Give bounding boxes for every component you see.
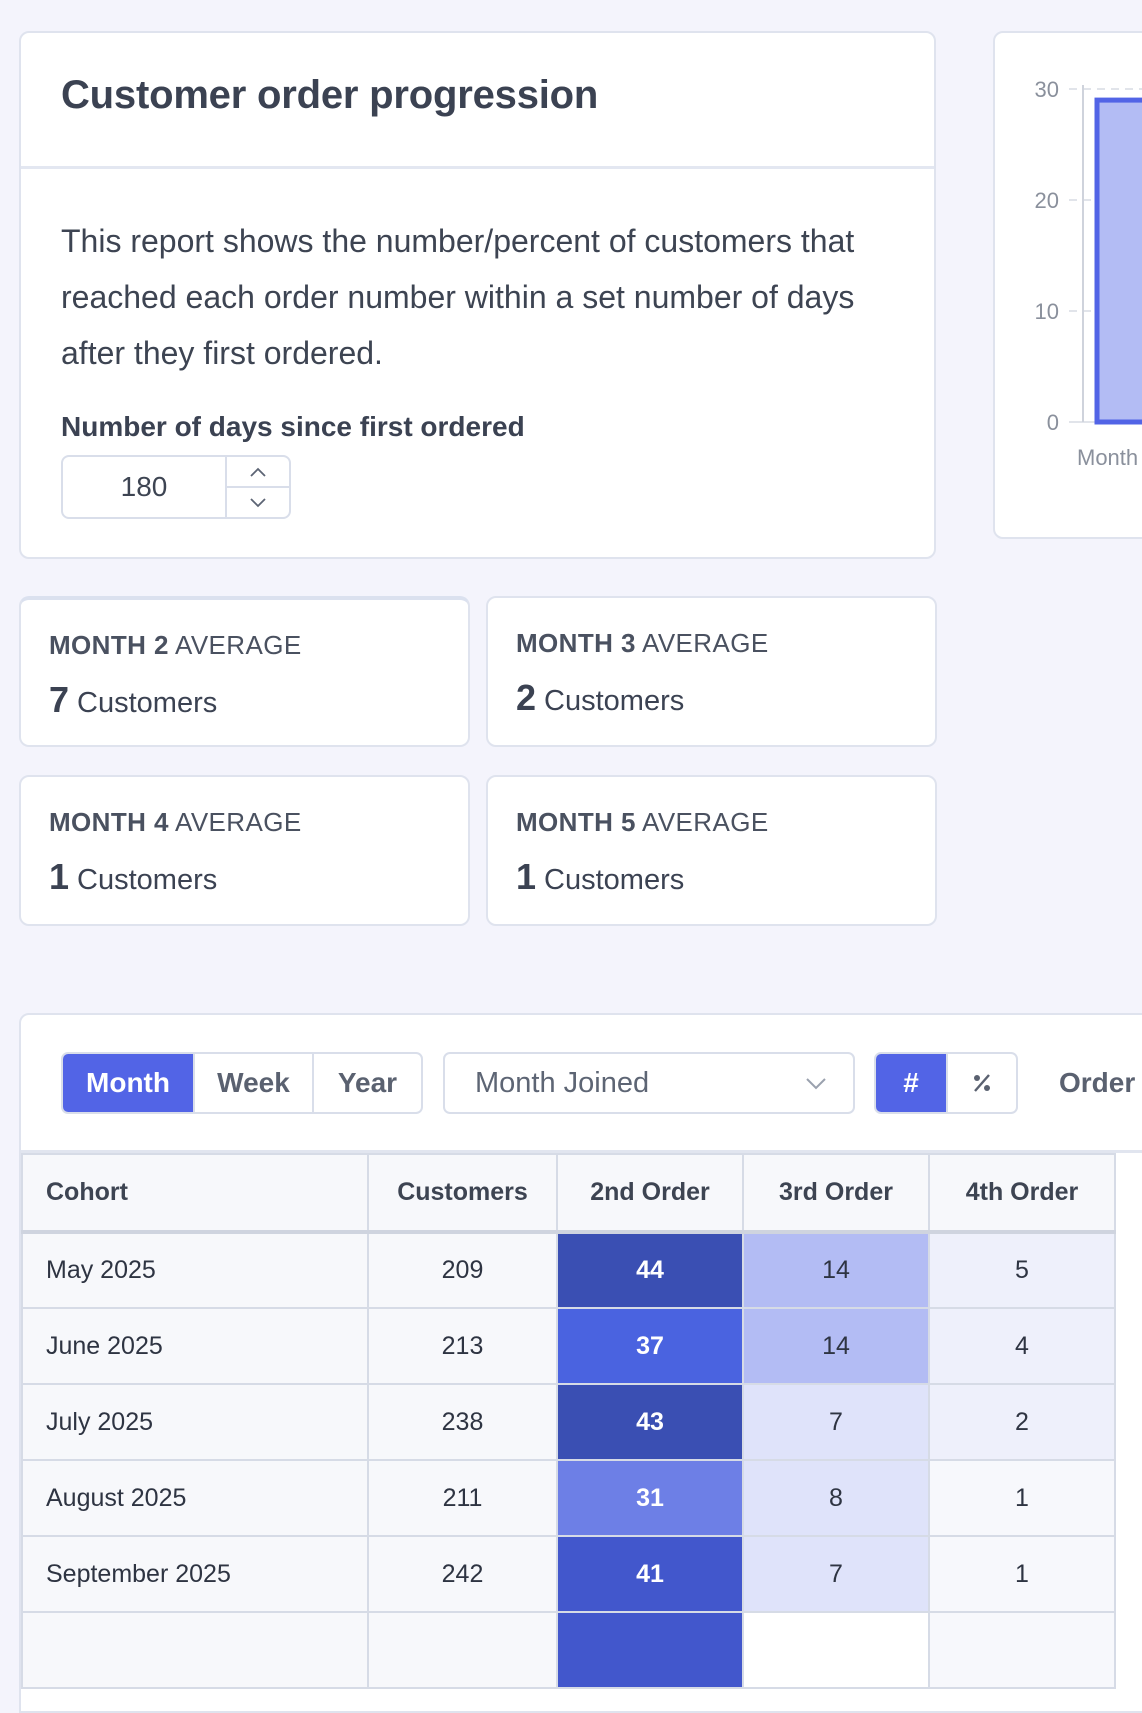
- table-row: May 2025 209 44 14 5: [21, 1231, 1116, 1309]
- column-header-2nd-order[interactable]: 2nd Order: [556, 1153, 744, 1234]
- cohort-cell: June 2025: [21, 1307, 369, 1385]
- stat-label: MONTH 5 AVERAGE: [516, 807, 769, 837]
- order-4-cell: 1: [928, 1535, 1116, 1613]
- percent-mode-button[interactable]: [945, 1054, 1016, 1112]
- percent-icon: [973, 1074, 990, 1092]
- period-year-button[interactable]: Year: [312, 1054, 421, 1112]
- bar: [1094, 97, 1142, 425]
- cohort-cell: July 2025: [21, 1383, 369, 1461]
- stat-card-month-4: MONTH 4 AVERAGE 1 Customers: [19, 775, 470, 926]
- x-tick-label: Month: [1077, 445, 1138, 470]
- y-tick-label: 10: [1035, 299, 1059, 324]
- page-title: Customer order progression: [61, 73, 599, 117]
- period-week-button[interactable]: Week: [193, 1054, 312, 1112]
- table-row: July 2025 238 43 7 2: [21, 1383, 1116, 1461]
- order-3-cell: [742, 1611, 930, 1689]
- intro-header: Customer order progression: [21, 33, 934, 169]
- stat-value: 1 Customers: [49, 856, 218, 897]
- order-2-cell: 37: [556, 1307, 744, 1385]
- order-4-cell: 5: [928, 1231, 1116, 1309]
- stat-card-month-3: MONTH 3 AVERAGE 2 Customers: [486, 596, 937, 747]
- stat-value: 1 Customers: [516, 856, 685, 897]
- order-3-cell: 7: [742, 1535, 930, 1613]
- cohort-cell: [21, 1611, 369, 1689]
- order-2-cell: 31: [556, 1459, 744, 1537]
- table-row: August 2025 211 31 8 1: [21, 1459, 1116, 1537]
- period-month-button[interactable]: Month: [63, 1054, 193, 1112]
- value-mode-toggle: #: [874, 1052, 1018, 1114]
- cohort-select-value: Month Joined: [475, 1066, 650, 1099]
- stat-value: 7 Customers: [49, 679, 218, 720]
- chevron-up-icon: [250, 467, 266, 477]
- y-tick-label: 0: [1047, 410, 1059, 435]
- order-3-cell: 7: [742, 1383, 930, 1461]
- table-toolbar: Month Week Year Month Joined # Order l: [21, 1015, 1142, 1153]
- y-tick-label: 20: [1035, 188, 1059, 213]
- column-header-4th-order[interactable]: 4th Order: [928, 1153, 1116, 1234]
- stepper-down-button[interactable]: [227, 486, 289, 517]
- table-row: September 2025 242 41 7 1: [21, 1535, 1116, 1613]
- stat-label: MONTH 3 AVERAGE: [516, 628, 769, 658]
- intro-card: Customer order progression This report s…: [19, 31, 936, 559]
- column-header-cohort[interactable]: Cohort: [21, 1153, 369, 1234]
- days-input[interactable]: 180: [120, 471, 168, 502]
- customers-cell: [367, 1611, 558, 1689]
- cohort-select[interactable]: Month Joined: [443, 1052, 855, 1114]
- cohort-cell: September 2025: [21, 1535, 369, 1613]
- bar-chart: 30 20 10 0 Month: [1035, 77, 1142, 470]
- chart-card: 30 20 10 0 Month: [993, 31, 1142, 539]
- stat-card-month-2: MONTH 2 AVERAGE 7 Customers: [19, 596, 470, 747]
- order-4-cell: 2: [928, 1383, 1116, 1461]
- table-row: [21, 1611, 1116, 1689]
- order-4-cell: [928, 1611, 1116, 1689]
- order-4-cell: 1: [928, 1459, 1116, 1537]
- period-toggle: Month Week Year: [61, 1052, 423, 1114]
- cohort-table: Cohort Customers 2nd Order 3rd Order 4th…: [21, 1153, 1116, 1689]
- stat-label: MONTH 2 AVERAGE: [49, 630, 302, 660]
- order-2-cell: [556, 1611, 744, 1689]
- y-tick-label: 30: [1035, 77, 1059, 102]
- stat-value: 2 Customers: [516, 677, 685, 718]
- column-header-customers[interactable]: Customers: [367, 1153, 558, 1234]
- customers-cell: 213: [367, 1307, 558, 1385]
- column-header-3rd-order[interactable]: 3rd Order: [742, 1153, 930, 1234]
- chevron-down-icon: [806, 1078, 826, 1090]
- cohort-cell: August 2025: [21, 1459, 369, 1537]
- order-label: Order l: [1059, 1067, 1142, 1098]
- report-description: This report shows the number/percent of …: [61, 223, 855, 371]
- order-2-cell: 44: [556, 1231, 744, 1309]
- customers-cell: 211: [367, 1459, 558, 1537]
- chevron-down-icon: [250, 497, 266, 507]
- table-row: June 2025 213 37 14 4: [21, 1307, 1116, 1385]
- customers-cell: 209: [367, 1231, 558, 1309]
- days-stepper[interactable]: 180: [61, 455, 291, 519]
- customers-cell: 238: [367, 1383, 558, 1461]
- order-2-cell: 41: [556, 1535, 744, 1613]
- stat-card-month-5: MONTH 5 AVERAGE 1 Customers: [486, 775, 937, 926]
- stepper-arrows: [225, 457, 289, 517]
- stat-label: MONTH 4 AVERAGE: [49, 807, 302, 837]
- days-label: Number of days since first ordered: [61, 411, 525, 442]
- order-2-cell: 43: [556, 1383, 744, 1461]
- cohort-table-card: Month Week Year Month Joined # Order l C…: [19, 1013, 1142, 1713]
- stepper-up-button[interactable]: [227, 457, 289, 486]
- order-3-cell: 14: [742, 1307, 930, 1385]
- customers-cell: 242: [367, 1535, 558, 1613]
- order-4-cell: 4: [928, 1307, 1116, 1385]
- count-mode-button[interactable]: #: [876, 1054, 946, 1112]
- order-3-cell: 14: [742, 1231, 930, 1309]
- order-3-cell: 8: [742, 1459, 930, 1537]
- table-header-row: Cohort Customers 2nd Order 3rd Order 4th…: [21, 1153, 1116, 1234]
- cohort-cell: May 2025: [21, 1231, 369, 1309]
